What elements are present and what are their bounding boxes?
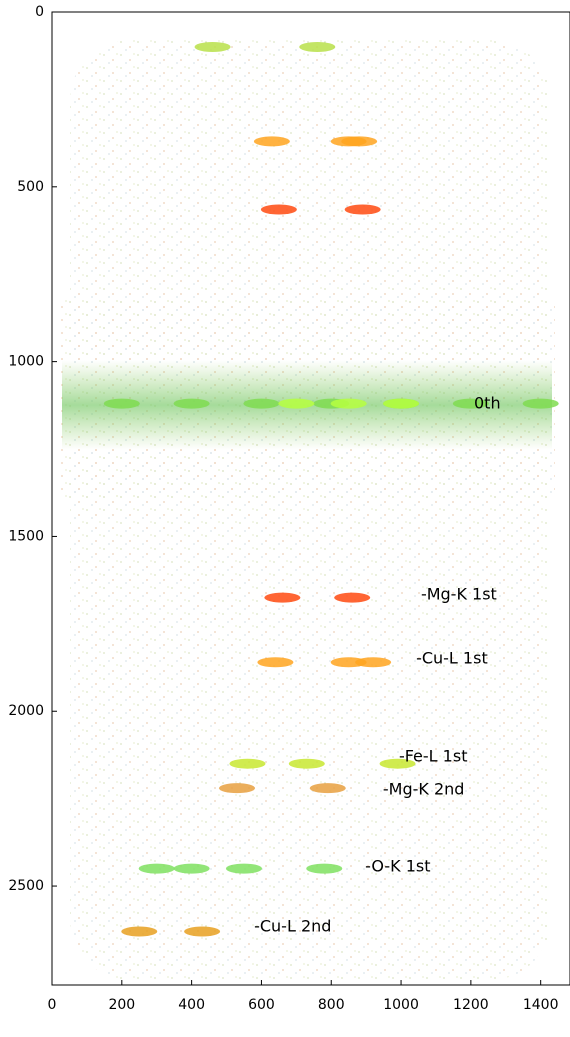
spot — [257, 657, 294, 668]
spot — [103, 398, 140, 409]
y-tick-label: 1000 — [8, 354, 44, 370]
x-tick-label: 400 — [178, 997, 205, 1013]
spot — [121, 926, 158, 937]
y-tick-label: 500 — [17, 179, 44, 195]
annotation: -O-K 1st — [365, 857, 430, 876]
spot — [288, 758, 325, 769]
spot — [219, 783, 255, 794]
spot — [253, 136, 290, 147]
spot — [522, 398, 559, 409]
spot — [194, 41, 231, 52]
x-tick-label: 1000 — [383, 997, 419, 1013]
spot — [309, 783, 346, 794]
annotation: -Cu-L 2nd — [254, 916, 331, 935]
annotation: -Mg-K 2nd — [383, 779, 465, 798]
spot — [452, 398, 489, 409]
background-speckle — [60, 40, 555, 980]
spot — [334, 592, 371, 603]
spot — [383, 398, 420, 409]
x-tick-label: 0 — [48, 997, 57, 1013]
spot — [260, 204, 297, 215]
annotation: -Fe-L 1st — [399, 747, 468, 766]
spot — [243, 398, 280, 409]
x-tick-label: 600 — [248, 997, 275, 1013]
spot — [355, 657, 392, 668]
x-tick-label: 800 — [318, 997, 345, 1013]
spot — [341, 136, 378, 147]
spot — [379, 758, 416, 769]
x-tick-label: 1200 — [453, 997, 489, 1013]
spot — [229, 758, 266, 769]
spot — [173, 398, 210, 409]
spot — [173, 863, 210, 874]
spot — [278, 398, 315, 409]
x-tick-label: 1400 — [523, 997, 559, 1013]
spot — [299, 41, 336, 52]
y-tick-label: 2500 — [8, 878, 44, 894]
spot — [330, 398, 367, 409]
spot — [184, 926, 221, 937]
spot — [264, 592, 301, 603]
spot — [225, 863, 262, 874]
y-tick-label: 0 — [35, 4, 44, 20]
spot — [344, 204, 381, 215]
y-tick-label: 1500 — [8, 528, 44, 544]
x-tick-label: 200 — [108, 997, 135, 1013]
annotation: -Cu-L 1st — [416, 649, 488, 668]
annotation: -Mg-K 1st — [421, 585, 497, 604]
spot — [306, 863, 343, 874]
spot — [138, 863, 175, 874]
y-tick-label: 2000 — [8, 703, 44, 719]
axes-frame — [51, 11, 570, 986]
annotation: 0th — [474, 393, 501, 412]
